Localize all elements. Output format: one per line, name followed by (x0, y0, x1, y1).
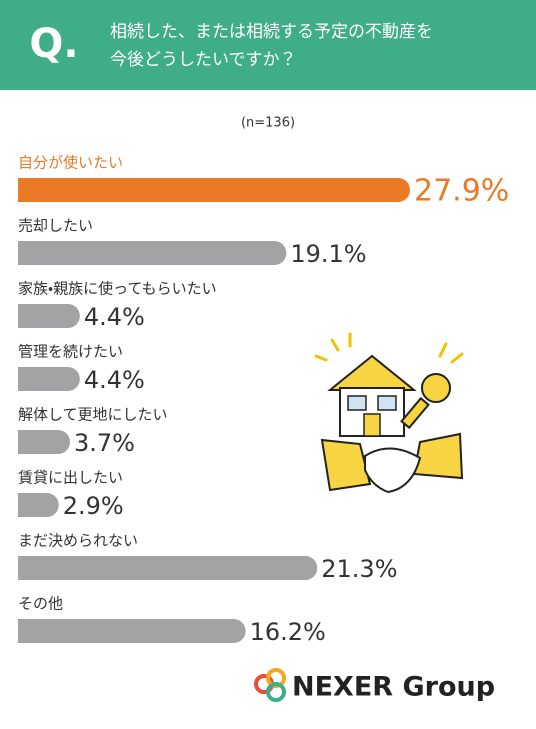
category-label: 賃貸に出したい (18, 469, 123, 487)
chart-title: 相続した、または相続する予定の不動産を (110, 22, 433, 42)
logo: NEXER Group (254, 668, 495, 703)
value-label: 16.2% (250, 618, 326, 646)
header-band (0, 0, 536, 90)
value-label: 21.3% (321, 555, 397, 583)
category-label: 売却したい (18, 217, 93, 235)
category-label: その他 (18, 595, 63, 613)
category-label: 管理を続けたい (18, 343, 123, 361)
bar-start (18, 556, 42, 580)
bar-start (18, 619, 42, 643)
value-label: 4.4% (84, 303, 145, 331)
question-mark: Q. (29, 21, 78, 67)
bar-start (18, 430, 42, 454)
value-label: 19.1% (290, 240, 366, 268)
bar (18, 619, 246, 643)
value-label: 4.4% (84, 366, 145, 394)
category-label: 自分が使いたい (18, 154, 123, 172)
bar-start (18, 304, 42, 328)
category-label: 解体して更地にしたい (18, 406, 168, 424)
bar-start (18, 241, 42, 265)
value-label: 27.9% (414, 174, 509, 209)
bar-start (18, 493, 42, 517)
illustration (314, 332, 464, 494)
value-label: 2.9% (63, 492, 124, 520)
value-label: 3.7% (74, 429, 135, 457)
brand-name: NEXER Group (292, 672, 495, 703)
bar-start (18, 178, 42, 202)
chart-title: 今後どうしたいですか？ (110, 50, 297, 70)
bar-start (18, 367, 42, 391)
category-label: 家族・親族に使ってもらいたい (18, 280, 217, 298)
bar (18, 178, 410, 202)
subtitle: (n=136) (241, 116, 295, 131)
bar (18, 241, 287, 265)
category-label: まだ決められない (18, 532, 138, 550)
bar (18, 556, 318, 580)
